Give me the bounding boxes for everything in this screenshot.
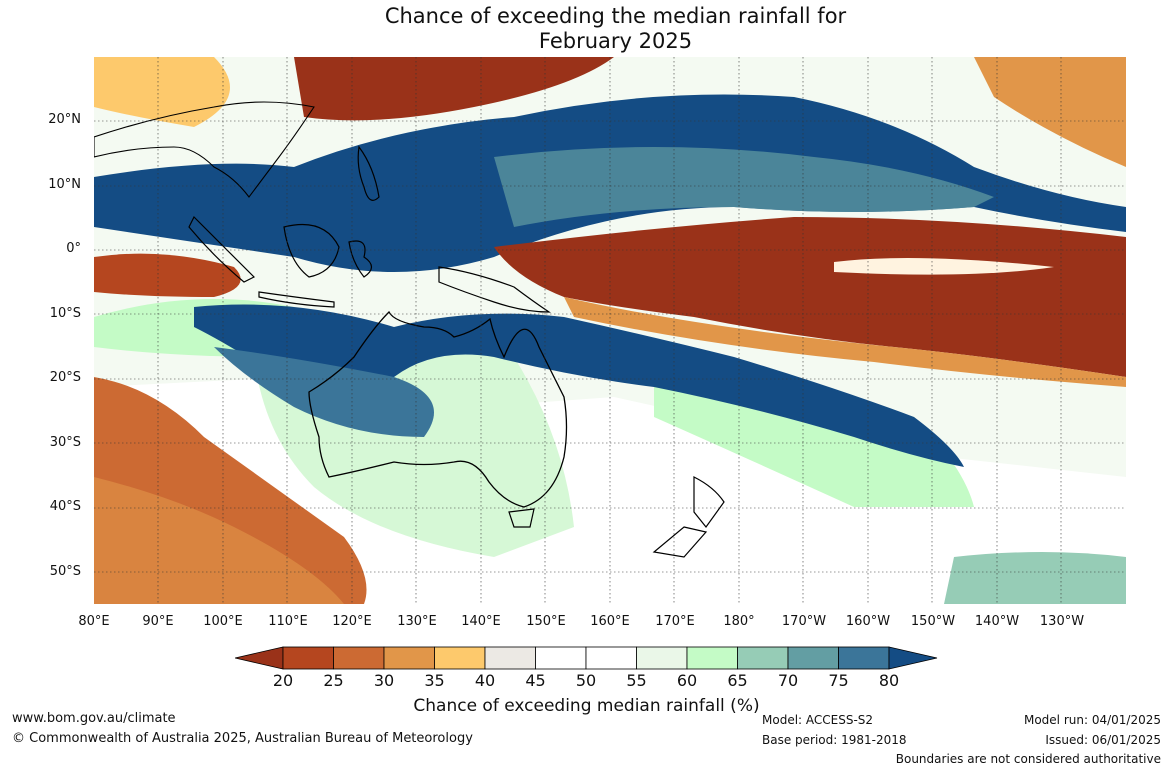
lat-label-10n: 10°N — [48, 177, 81, 192]
below-median-region — [294, 57, 614, 121]
website-link[interactable]: www.bom.gov.au/climate — [12, 711, 176, 726]
australia-outline — [308, 310, 568, 508]
below-median-region — [94, 57, 230, 127]
colorbar-tick-label: 65 — [727, 671, 748, 690]
colorbar-arrow-low — [235, 646, 284, 670]
colorbar-cell — [484, 646, 536, 670]
colorbar-tick-label: 55 — [626, 671, 647, 690]
colorbar-tick-label: 60 — [676, 671, 698, 690]
map-canvas — [94, 57, 1126, 604]
colorbar-tick-label: 35 — [424, 671, 445, 690]
colorbar-cell — [585, 646, 637, 670]
colorbar-tick-label: 30 — [373, 671, 395, 690]
philippines-outline — [357, 145, 380, 201]
southeast-asia-outline — [94, 101, 315, 198]
lon-label-120e: 120°E — [332, 614, 372, 629]
java-outline — [258, 291, 335, 308]
colorbar-tick-label: 40 — [474, 671, 496, 690]
lat-label-20n: 20°N — [48, 112, 81, 127]
title-line-2: February 2025 — [538, 29, 693, 53]
below-median-region — [94, 253, 241, 297]
colorbar-cell — [434, 646, 486, 670]
colorbar-cell — [636, 646, 688, 670]
above-median-region — [944, 552, 1126, 604]
tasmania-outline — [508, 508, 535, 528]
lon-label-130w: 130°W — [1039, 614, 1085, 629]
colorbar-tick-label: 50 — [575, 671, 597, 690]
new-zealand-outline — [652, 476, 725, 558]
lat-label-40s: 40°S — [49, 499, 81, 514]
lat-label-10s: 10°S — [49, 306, 81, 321]
below-median-region — [94, 477, 344, 604]
sumatra-outline — [188, 215, 256, 283]
sulawesi-outline — [348, 240, 373, 278]
colorbar-tick-label: 25 — [323, 671, 344, 690]
colorbar-cell — [333, 646, 385, 670]
below-median-region — [974, 57, 1126, 167]
colorbar-tick-label: 20 — [272, 671, 294, 690]
wet-band-north-edge — [494, 147, 994, 227]
colorbar-tick-label: 80 — [878, 671, 900, 690]
dry-band-edge — [564, 297, 1126, 387]
colorbar-tick-label: 75 — [828, 671, 849, 690]
lon-label-100e: 100°E — [203, 614, 243, 629]
colorbar-cell — [383, 646, 435, 670]
colorbar-tick-label: 70 — [777, 671, 799, 690]
lat-label-0: 0° — [66, 241, 81, 256]
new-guinea-outline — [438, 266, 551, 313]
lat-label-20s: 20°S — [49, 370, 81, 385]
dry-band-equatorial — [494, 217, 1126, 377]
model-run-text: Model run: 04/01/2025 — [1023, 713, 1161, 727]
colorbar-cell — [282, 646, 334, 670]
lon-label-130e: 130°E — [397, 614, 437, 629]
colorbar-cell — [686, 646, 738, 670]
colorbar-tick-label: 45 — [525, 671, 546, 690]
lon-label-90e: 90°E — [142, 614, 174, 629]
graticule — [94, 57, 1126, 604]
light-patch — [834, 258, 1054, 275]
disclaimer-text: Boundaries are not considered authoritat… — [895, 752, 1161, 766]
lon-label-180: 180° — [723, 614, 755, 629]
title-line-1: Chance of exceeding the median rainfall … — [384, 4, 847, 28]
borneo-outline — [283, 223, 340, 278]
lat-label-30s: 30°S — [49, 435, 81, 450]
lon-label-170w: 170°W — [781, 614, 827, 629]
model-text: Model: ACCESS-S2 — [762, 713, 874, 727]
colorbar-cell — [787, 646, 839, 670]
colorbar-cell — [838, 646, 890, 670]
colorbar-cell — [737, 646, 789, 670]
lon-label-170e: 170°E — [655, 614, 695, 629]
colorbar — [235, 646, 938, 670]
colorbar-arrow-high — [888, 646, 938, 670]
wet-band-south-edge — [214, 347, 434, 437]
map-title: Chance of exceeding the median rainfall … — [0, 4, 1173, 54]
issued-text: Issued: 06/01/2025 — [1045, 733, 1161, 747]
lon-label-150w: 150°W — [910, 614, 956, 629]
base-period-text: Base period: 1981-2018 — [762, 733, 907, 747]
lon-label-140e: 140°E — [461, 614, 501, 629]
lon-label-140w: 140°W — [974, 614, 1020, 629]
rainfall-map — [94, 57, 1126, 604]
lon-label-110e: 110°E — [268, 614, 308, 629]
lon-label-160e: 160°E — [590, 614, 630, 629]
colorbar-cell — [535, 646, 587, 670]
lon-label-80e: 80°E — [78, 614, 110, 629]
wet-band-south — [194, 304, 964, 467]
lat-label-50s: 50°S — [49, 564, 81, 579]
lon-label-150e: 150°E — [526, 614, 566, 629]
copyright-text: © Commonwealth of Australia 2025, Austra… — [12, 731, 473, 746]
colorbar-title: Chance of exceeding median rainfall (%) — [413, 696, 760, 716]
lon-label-160w: 160°W — [845, 614, 891, 629]
